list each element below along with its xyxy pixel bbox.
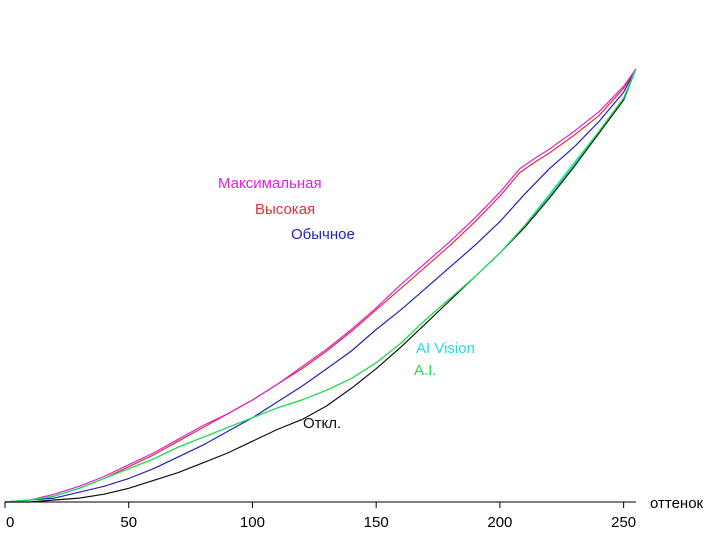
- lines-layer: [4, 68, 637, 503]
- series-label-Высокая: Высокая: [255, 201, 315, 218]
- x-tick-label-50: 50: [120, 514, 137, 530]
- x-tick-label-250: 250: [611, 514, 636, 530]
- series-labels: Максимальная Высокая Обычное AI Vision A.I. О…: [218, 175, 475, 432]
- series-line-Откл.: [5, 68, 637, 503]
- series-line-Высокая: [4, 68, 637, 503]
- series-label-AI Vision: AI Vision: [416, 340, 475, 357]
- series-line-Обычное: [4, 68, 637, 503]
- series-label-Откл.: Откл.: [303, 415, 341, 432]
- series-label-Обычное: Обычное: [291, 226, 355, 243]
- series-line-A.I.: [4, 68, 637, 503]
- x-tick-label-200: 200: [487, 514, 512, 530]
- x-ticks: 0 50 100 150 200 250: [4, 502, 636, 531]
- series-line-Максимальная: [4, 68, 637, 503]
- series-label-Максимальная: Максимальная: [218, 175, 322, 192]
- x-axis-title: оттенок: [650, 495, 704, 512]
- series-label-A.I.: A.I.: [414, 362, 437, 379]
- x-tick-label-100: 100: [240, 514, 265, 530]
- series-line-AI Vision: [4, 68, 637, 503]
- x-tick-label-150: 150: [364, 514, 389, 530]
- x-tick-label-0: 0: [6, 514, 14, 530]
